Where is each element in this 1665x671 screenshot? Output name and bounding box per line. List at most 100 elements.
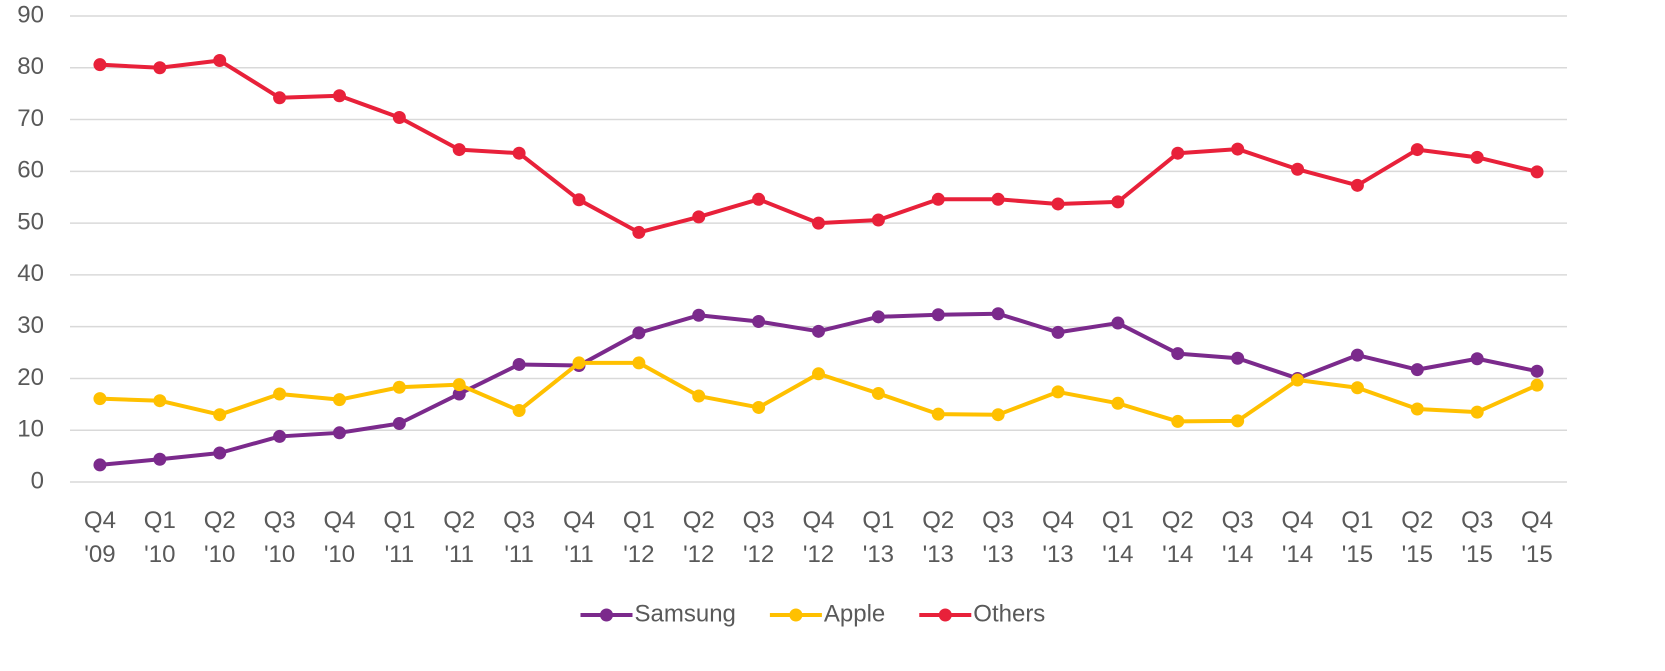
data-point (871, 213, 885, 227)
data-point (1470, 150, 1484, 164)
x-tick-label: Q3'12 (743, 507, 775, 568)
x-tick-label: Q3'14 (1222, 507, 1254, 568)
data-point (871, 386, 885, 400)
x-tick-label: Q1'14 (1102, 507, 1134, 568)
data-point (812, 324, 825, 338)
data-point (812, 216, 825, 230)
x-tick-label: Q2'10 (204, 507, 236, 568)
legend-item: Others (919, 600, 1045, 627)
data-point (93, 458, 107, 472)
data-point (1470, 405, 1484, 419)
y-tick-label: 60 (17, 157, 44, 184)
x-tick-label: Q1'11 (383, 507, 415, 568)
data-point (392, 110, 406, 124)
data-point (452, 378, 466, 392)
x-tick-label: Q4'10 (323, 507, 355, 568)
data-point (572, 356, 586, 370)
x-tick-label: Q4'15 (1521, 507, 1553, 568)
data-point (1171, 347, 1185, 361)
x-tick-label: Q2'11 (443, 507, 475, 568)
data-point (153, 61, 167, 75)
data-point (632, 356, 646, 370)
x-tick-label: Q3'13 (982, 507, 1014, 568)
data-point (93, 392, 107, 406)
x-tick-label: Q4'09 (84, 507, 116, 568)
data-point (1231, 142, 1245, 156)
data-point (452, 387, 466, 401)
data-point (931, 308, 945, 322)
data-point (332, 426, 346, 440)
data-point (392, 380, 406, 394)
legend-item: Samsung (580, 600, 736, 627)
data-point (752, 192, 766, 206)
y-tick-label: 90 (17, 1, 44, 28)
x-tick-label: Q4'14 (1282, 507, 1314, 568)
x-tick-label: Q1'12 (623, 507, 655, 568)
data-point (692, 389, 706, 403)
data-point (871, 310, 885, 324)
data-point (332, 393, 346, 407)
data-point (812, 367, 825, 381)
data-point (1410, 143, 1424, 157)
y-tick-label: 20 (17, 364, 44, 391)
data-point (1051, 197, 1065, 211)
x-tick-label: Q1'10 (144, 507, 176, 568)
data-point (692, 210, 706, 224)
data-point (752, 314, 766, 328)
data-point (153, 452, 167, 466)
data-point (1111, 195, 1125, 209)
y-tick-label: 80 (17, 53, 44, 80)
y-tick-label: 70 (17, 105, 44, 132)
data-point (273, 91, 287, 105)
data-point (1111, 316, 1125, 330)
data-point (1231, 414, 1245, 428)
data-point (273, 387, 287, 401)
data-point (273, 429, 287, 443)
legend-marker (938, 608, 952, 622)
data-point (1051, 325, 1065, 339)
y-tick-label: 30 (17, 312, 44, 339)
legend-label: Samsung (635, 600, 736, 627)
x-tick-label: Q1'15 (1341, 507, 1373, 568)
data-point (931, 407, 945, 421)
data-point (1350, 178, 1364, 192)
x-tick-label: Q2'15 (1401, 507, 1433, 568)
x-tick-label: Q1'13 (862, 507, 894, 568)
data-point (332, 89, 346, 103)
data-point (1051, 385, 1065, 399)
data-point (153, 394, 167, 408)
data-point (392, 416, 406, 430)
data-point (1291, 162, 1305, 176)
data-point (991, 192, 1005, 206)
data-point (512, 146, 526, 160)
data-point (991, 408, 1005, 422)
data-point (1410, 363, 1424, 377)
series-line (99, 58, 1538, 235)
x-tick-label: Q4'12 (802, 507, 834, 568)
data-point (1171, 414, 1185, 428)
data-point (572, 193, 586, 207)
data-point (931, 192, 945, 206)
data-point (512, 404, 526, 418)
y-tick-label: 50 (17, 208, 44, 235)
y-tick-label: 40 (17, 260, 44, 287)
legend-item: Apple (769, 600, 885, 627)
data-point (213, 446, 227, 460)
data-point (991, 307, 1005, 321)
legend-label: Apple (824, 600, 885, 627)
data-point (1350, 348, 1364, 362)
x-tick-label: Q4'11 (563, 507, 595, 568)
x-tick-label: Q4'13 (1042, 507, 1074, 568)
data-point (1111, 396, 1125, 410)
data-point (1530, 364, 1544, 378)
y-tick-label: 10 (17, 416, 44, 443)
x-tick-label: Q2'12 (683, 507, 715, 568)
data-point (1291, 373, 1305, 387)
data-point (213, 54, 227, 68)
data-point (632, 225, 646, 239)
x-tick-label: Q3'11 (503, 507, 535, 568)
data-point (512, 357, 526, 371)
data-point (93, 58, 107, 72)
data-point (1410, 402, 1424, 416)
